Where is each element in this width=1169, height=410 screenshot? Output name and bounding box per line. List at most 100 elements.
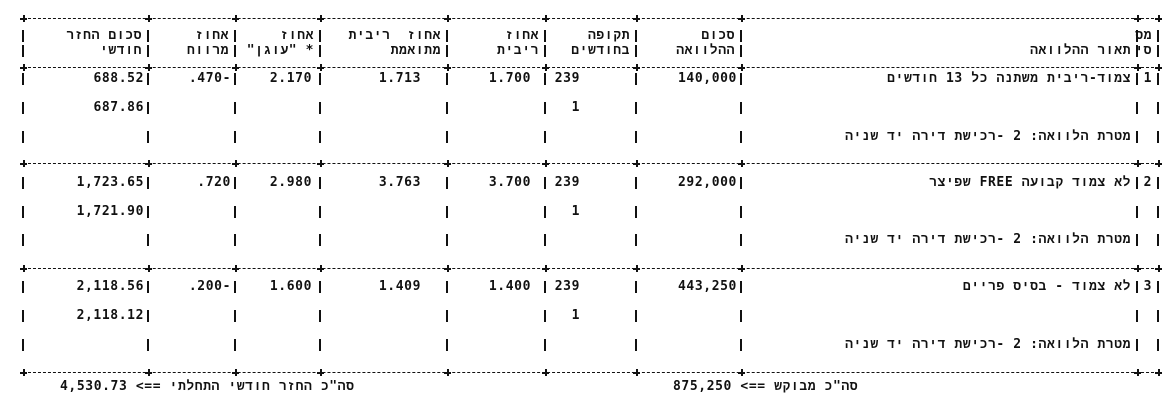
column-divider xyxy=(22,45,24,57)
total-initial-monthly-payment: 4,530.73 <== סה"כ החזר חודשי התחלתי xyxy=(60,379,355,394)
column-divider xyxy=(740,310,742,322)
column-divider xyxy=(1157,281,1159,293)
header-amount: סכום xyxy=(701,28,735,43)
header-payment: סכום החזר xyxy=(66,28,142,43)
column-divider xyxy=(22,30,24,42)
cell-payment: 1,723.65 xyxy=(76,175,144,190)
column-divider xyxy=(544,281,546,293)
column-divider xyxy=(22,131,24,143)
header-adjusted_rate: אחוז ריבית xyxy=(348,28,441,43)
header-margin: מרווח xyxy=(186,43,229,58)
separator-junction xyxy=(1155,369,1162,376)
column-divider xyxy=(740,206,742,218)
separator-junction xyxy=(317,64,324,71)
column-divider xyxy=(1157,73,1159,85)
column-divider xyxy=(1136,177,1138,189)
separator-junction xyxy=(1134,265,1141,272)
column-divider xyxy=(234,206,236,218)
column-divider xyxy=(22,206,24,218)
column-divider xyxy=(446,45,448,57)
column-divider xyxy=(147,281,149,293)
separator-junction xyxy=(444,64,451,71)
separator-junction xyxy=(1134,160,1141,167)
cell-amount: 140,000 xyxy=(678,71,737,86)
column-divider xyxy=(147,102,149,114)
separator-junction xyxy=(542,160,549,167)
column-divider xyxy=(544,45,546,57)
separator-junction xyxy=(20,160,27,167)
column-divider xyxy=(147,234,149,246)
column-divider xyxy=(319,310,321,322)
column-divider xyxy=(234,310,236,322)
column-divider xyxy=(147,73,149,85)
cell-amount: 292,000 xyxy=(678,175,737,190)
column-divider xyxy=(22,310,24,322)
separator-junction xyxy=(1134,64,1141,71)
column-divider xyxy=(740,339,742,351)
row-separator xyxy=(23,18,1159,19)
column-divider xyxy=(22,339,24,351)
column-divider xyxy=(234,234,236,246)
separator-junction xyxy=(232,15,239,22)
column-divider xyxy=(1157,45,1159,57)
separator-junction xyxy=(20,369,27,376)
column-divider xyxy=(1157,177,1159,189)
column-divider xyxy=(147,45,149,57)
column-divider xyxy=(319,30,321,42)
column-divider xyxy=(22,177,24,189)
column-divider xyxy=(1136,234,1138,246)
cell-payment-continuation: 2,118.12 xyxy=(76,308,144,323)
header-margin: אחוז xyxy=(195,28,229,43)
cell-loan-purpose: מטרת הלוואה: 2 -רכישת דירה יד שניה xyxy=(845,129,1131,144)
column-divider xyxy=(446,234,448,246)
header-payment: חודשי xyxy=(99,43,142,58)
header-num: סי xyxy=(1135,43,1152,58)
column-divider xyxy=(544,131,546,143)
column-divider xyxy=(234,131,236,143)
column-divider xyxy=(446,310,448,322)
column-divider xyxy=(234,281,236,293)
column-divider xyxy=(1157,206,1159,218)
separator-junction xyxy=(633,15,640,22)
separator-junction xyxy=(232,369,239,376)
column-divider xyxy=(740,102,742,114)
column-divider xyxy=(635,310,637,322)
column-divider xyxy=(1136,30,1138,42)
separator-junction xyxy=(317,369,324,376)
separator-junction xyxy=(317,265,324,272)
header-period: בחודשים xyxy=(571,43,630,58)
cell-adjusted_rate: 3.763 xyxy=(378,175,421,190)
separator-junction xyxy=(738,160,745,167)
column-divider xyxy=(22,102,24,114)
cell-amount: 443,250 xyxy=(678,279,737,294)
column-divider xyxy=(635,339,637,351)
column-divider xyxy=(635,30,637,42)
header-anchor: אחוז xyxy=(280,28,314,43)
separator-junction xyxy=(145,64,152,71)
column-divider xyxy=(740,281,742,293)
cell-payment-continuation: 687.86 xyxy=(93,100,144,115)
separator-junction xyxy=(145,265,152,272)
cell-loan-purpose: מטרת הלוואה: 2 -רכישת דירה יד שניה xyxy=(845,337,1131,352)
separator-junction xyxy=(145,15,152,22)
header-rate: אחוז xyxy=(505,28,539,43)
column-divider xyxy=(446,73,448,85)
row-separator xyxy=(23,268,1159,269)
row-separator xyxy=(23,372,1159,373)
column-divider xyxy=(635,102,637,114)
separator-junction xyxy=(20,64,27,71)
column-divider xyxy=(319,281,321,293)
separator-junction xyxy=(145,369,152,376)
cell-num: 3 xyxy=(1143,279,1152,294)
cell-margin: .720 xyxy=(197,175,231,190)
column-divider xyxy=(544,73,546,85)
separator-junction xyxy=(317,15,324,22)
cell-num: 2 xyxy=(1143,175,1152,190)
cell-period-continuation: 1 xyxy=(571,308,580,323)
separator-junction xyxy=(1155,265,1162,272)
column-divider xyxy=(446,281,448,293)
separator-junction xyxy=(633,160,640,167)
column-divider xyxy=(740,177,742,189)
separator-junction xyxy=(633,265,640,272)
